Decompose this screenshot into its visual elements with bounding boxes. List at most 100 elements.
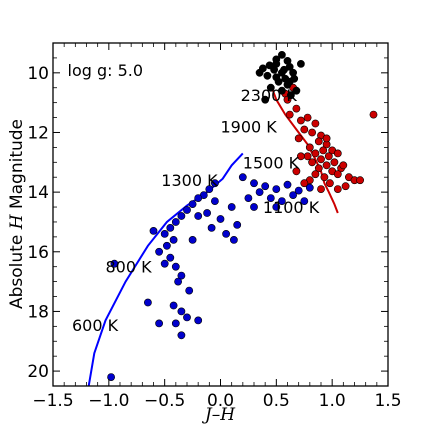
- series-3-point-18: [272, 73, 281, 82]
- series-4-point-50: [233, 220, 242, 229]
- series-4-point-23: [203, 209, 211, 217]
- series-0-line: [87, 152, 244, 387]
- series-4-point-8: [244, 194, 253, 202]
- series-2-point-5: [296, 116, 305, 125]
- series-4-point-19: [188, 200, 197, 208]
- series-2-point-33: [325, 179, 334, 188]
- series-2-point-30: [333, 170, 342, 179]
- series-3-point-7: [263, 71, 272, 80]
- series-4-point-9: [266, 194, 275, 202]
- series-4-point-22: [210, 197, 219, 205]
- series-4-point-18: [194, 194, 203, 202]
- annotation-3: 1500 K: [243, 153, 300, 172]
- series-2-point-37: [333, 185, 342, 193]
- series-4-point-11: [289, 191, 297, 199]
- series-4-point-6: [305, 183, 314, 192]
- series-4-point-35: [171, 262, 180, 271]
- series-4-point-47: [107, 373, 115, 381]
- series-3-point-17: [296, 60, 305, 68]
- y-axis-label: Absolute H Magnitude: [7, 119, 27, 309]
- series-4-point-36: [177, 271, 186, 280]
- y-tick-label-4: 18: [27, 302, 49, 322]
- series-4-point-49: [227, 203, 236, 211]
- series-3-point-22: [261, 95, 270, 104]
- series-4-point-7: [255, 188, 264, 196]
- y-axis-label-suffix: Magnitude: [7, 119, 27, 214]
- series-2-point-16: [319, 146, 328, 155]
- x-tick-label-0: −1.5: [32, 391, 73, 411]
- series-2-point-38: [300, 179, 309, 188]
- series-3-point-15: [292, 86, 301, 95]
- series-4-point-34: [160, 259, 169, 268]
- series-2-point-14: [305, 143, 314, 152]
- series-4-point-1: [250, 179, 258, 188]
- series-4-point-13: [250, 203, 258, 211]
- series-4-point-52: [229, 235, 238, 244]
- x-tick-label-3: 0.0: [207, 391, 234, 411]
- series-4-point-21: [177, 212, 186, 220]
- series-4-point-31: [162, 241, 171, 250]
- series-4-point-2: [261, 182, 270, 191]
- series-2-point-8: [300, 125, 309, 134]
- series-4-point-30: [169, 235, 178, 244]
- series-4-point-29: [149, 226, 158, 235]
- series-4-point-5: [294, 186, 303, 195]
- series-2-point-6: [303, 113, 312, 122]
- series-2-point-15: [311, 149, 320, 158]
- series-2-point-19: [317, 155, 325, 164]
- series-4-point-45: [143, 298, 152, 307]
- y-tick-label-5: 20: [27, 362, 49, 382]
- y-tick-label-3: 16: [27, 243, 49, 263]
- series-4-point-37: [174, 277, 182, 286]
- series-4-point-4: [283, 180, 292, 189]
- series-4-point-40: [177, 307, 186, 316]
- series-3-point-23: [272, 55, 281, 64]
- series-4-point-42: [194, 316, 203, 325]
- series-4-point-44: [155, 319, 163, 328]
- series-2-point-39: [356, 176, 364, 185]
- series-2-point-4: [285, 110, 294, 119]
- series-3-point-24: [280, 65, 288, 74]
- y-tick-label-2: 14: [27, 183, 49, 203]
- series-3-point-0: [277, 51, 286, 59]
- series-2-point-42: [292, 167, 301, 176]
- series-2-point-20: [324, 152, 333, 161]
- x-tick-label-6: 1.5: [374, 391, 401, 411]
- series-2-point-18: [303, 152, 312, 161]
- series-2-point-21: [333, 149, 342, 158]
- series-4-point-53: [207, 223, 216, 232]
- series-2-point-23: [322, 161, 331, 170]
- x-tick-label-1: −1.0: [88, 391, 129, 411]
- x-tick-label-5: 1.0: [319, 391, 346, 411]
- series-4-point-38: [185, 286, 194, 295]
- annotation-6: 800 K: [106, 258, 153, 277]
- series-4-point-15: [210, 179, 219, 188]
- series-4-point-12: [300, 197, 309, 205]
- series-2-point-41: [296, 152, 305, 161]
- series-4-point-24: [194, 212, 203, 220]
- series-4-point-0: [238, 173, 247, 182]
- series-3-point-16: [255, 68, 264, 77]
- y-tick-label-0: 10: [27, 64, 49, 84]
- series-4-point-43: [171, 319, 180, 328]
- series-4-point-41: [183, 313, 191, 322]
- series-2-point-3: [292, 104, 301, 113]
- y-tick-label-1: 12: [27, 123, 49, 143]
- series-4-point-51: [222, 229, 230, 238]
- series-4-point-20: [183, 206, 191, 214]
- series-3-point-20: [265, 61, 274, 70]
- series-4-point-39: [169, 301, 178, 310]
- series-4-point-46: [177, 331, 186, 340]
- series-lines: [87, 84, 339, 387]
- series-4-point-27: [166, 223, 175, 232]
- series-2-point-29: [320, 173, 329, 182]
- series-2-point-25: [314, 164, 323, 173]
- series-1-line: [269, 84, 339, 214]
- series-2-point-24: [330, 158, 339, 167]
- series-2-point-40: [369, 110, 378, 119]
- x-tick-label-2: −0.5: [144, 391, 185, 411]
- series-points: [107, 51, 378, 381]
- x-tick-label-4: 0.5: [263, 391, 290, 411]
- x-axis-label: J–H: [202, 405, 236, 425]
